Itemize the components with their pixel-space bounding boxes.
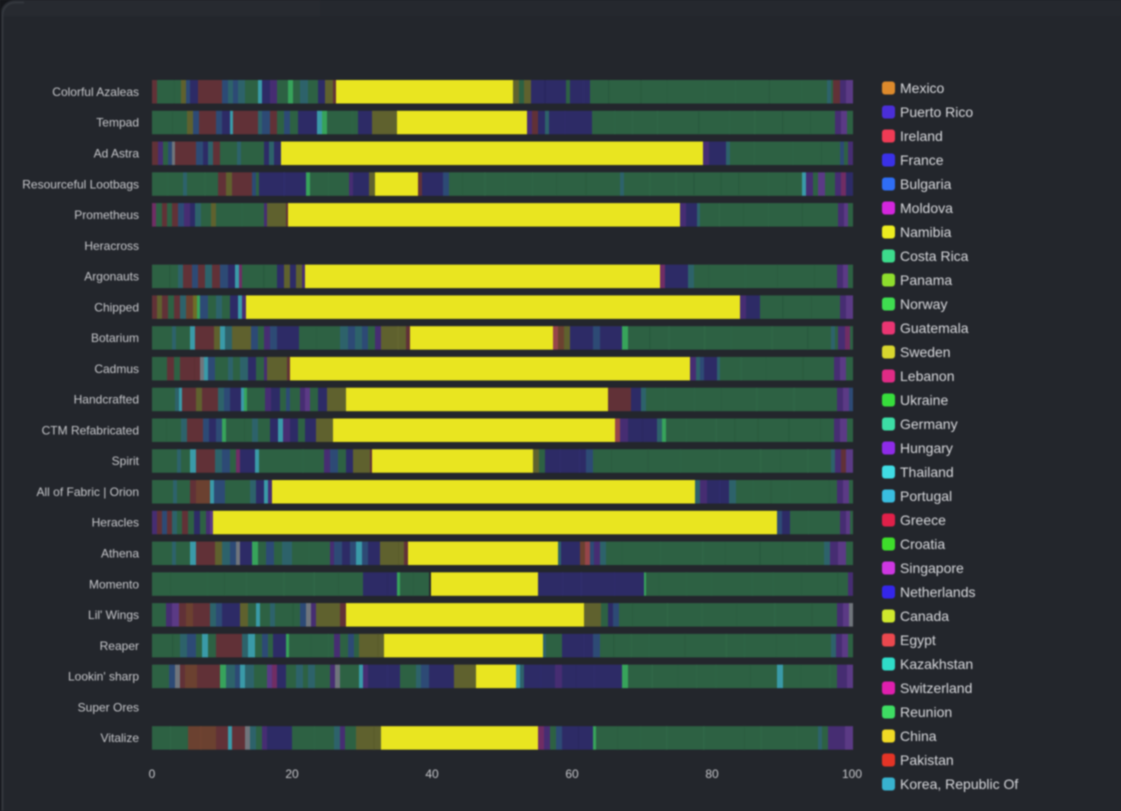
svg-text:60: 60 [565,767,579,781]
svg-text:Reaper: Reaper [100,639,139,653]
svg-text:Heracross: Heracross [84,239,139,253]
svg-text:Mexico: Mexico [900,80,945,96]
svg-text:Netherlands: Netherlands [900,584,976,600]
svg-text:80: 80 [705,767,719,781]
svg-text:Tempad: Tempad [96,116,139,130]
svg-text:Greece: Greece [900,512,946,528]
svg-text:Singapore: Singapore [900,560,964,576]
svg-text:Argonauts: Argonauts [84,270,139,284]
svg-text:Hungary: Hungary [900,440,953,456]
svg-text:Heracles: Heracles [92,516,139,530]
svg-text:Super Ores: Super Ores [78,700,139,714]
svg-text:Panama: Panama [900,272,952,288]
svg-text:Thailand: Thailand [900,464,954,480]
svg-text:Puerto Rico: Puerto Rico [900,104,973,120]
svg-text:Colorful Azaleas: Colorful Azaleas [52,85,139,99]
svg-text:Egypt: Egypt [900,632,936,648]
svg-text:100: 100 [842,767,862,781]
svg-text:Norway: Norway [900,296,947,312]
svg-text:Ukraine: Ukraine [900,392,948,408]
svg-text:Canada: Canada [900,608,949,624]
svg-text:France: France [900,152,944,168]
svg-text:Cadmus: Cadmus [94,362,139,376]
svg-text:40: 40 [425,767,439,781]
svg-text:CTM Refabricated: CTM Refabricated [42,423,139,437]
svg-text:Ad Astra: Ad Astra [94,147,140,161]
svg-text:Kazakhstan: Kazakhstan [900,656,973,672]
svg-text:Botarium: Botarium [91,331,139,345]
svg-text:China: China [900,728,937,744]
svg-text:Lookin' sharp: Lookin' sharp [68,670,139,684]
svg-text:Germany: Germany [900,416,958,432]
svg-text:20: 20 [285,767,299,781]
svg-text:Reunion: Reunion [900,704,952,720]
svg-text:Vitalize: Vitalize [101,731,140,745]
svg-text:Moldova: Moldova [900,200,953,216]
svg-text:Korea, Republic Of: Korea, Republic Of [900,776,1018,792]
svg-text:Lebanon: Lebanon [900,368,955,384]
svg-text:Prometheus: Prometheus [74,208,139,222]
svg-text:Bulgaria: Bulgaria [900,176,952,192]
svg-text:Athena: Athena [101,547,139,561]
svg-text:Portugal: Portugal [900,488,952,504]
svg-text:Ireland: Ireland [900,128,943,144]
svg-text:Sweden: Sweden [900,344,951,360]
svg-text:Handcrafted: Handcrafted [74,393,139,407]
svg-text:Chipped: Chipped [94,300,139,314]
svg-text:Costa Rica: Costa Rica [900,248,969,264]
svg-text:Guatemala: Guatemala [900,320,969,336]
svg-text:Resourceful Lootbags: Resourceful Lootbags [22,177,139,191]
svg-text:Switzerland: Switzerland [900,680,972,696]
svg-text:All of Fabric | Orion: All of Fabric | Orion [37,485,139,499]
svg-text:Croatia: Croatia [900,536,945,552]
svg-text:Lil' Wings: Lil' Wings [88,608,139,622]
svg-text:Pakistan: Pakistan [900,752,954,768]
svg-text:Momento: Momento [89,577,139,591]
svg-text:Namibia: Namibia [900,224,952,240]
svg-text:0: 0 [149,767,156,781]
svg-text:Spirit: Spirit [112,454,140,468]
